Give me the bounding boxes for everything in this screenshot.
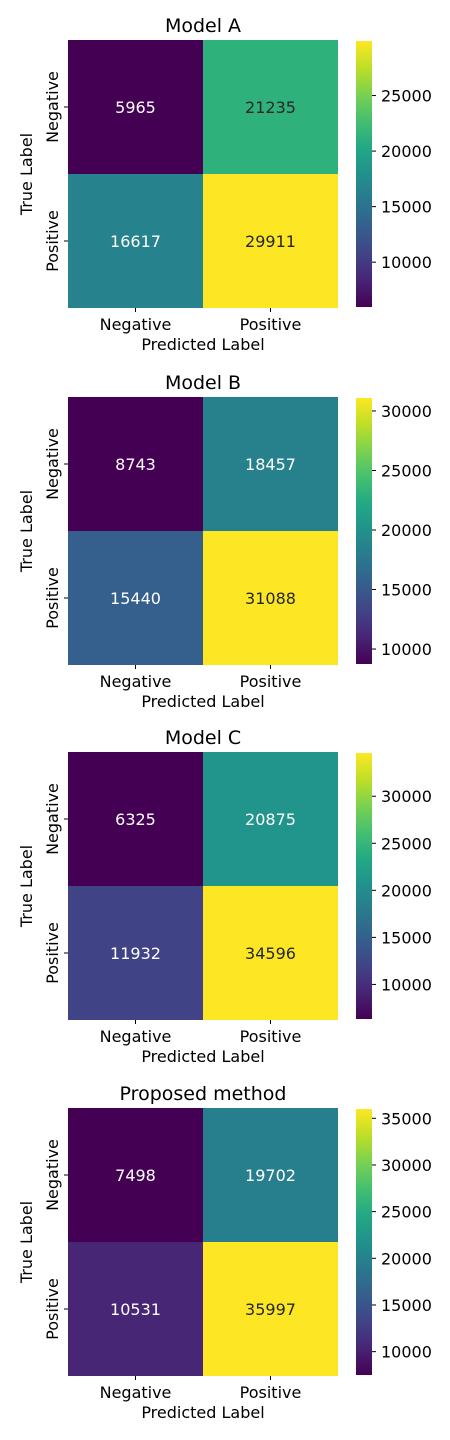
colorbar-tick-label-1: 15000 — [381, 581, 432, 600]
y-tick-label-1: Positive — [43, 210, 62, 272]
colorbar-tick-label-5: 35000 — [381, 1109, 432, 1128]
x-axis-label: Predicted Label — [141, 692, 264, 711]
heatmap-cell-1-0 — [68, 174, 203, 308]
heatmap-cell-1-0 — [68, 886, 203, 1020]
cell-value-label-1-0: 11932 — [110, 944, 161, 963]
heatmap-cell-0-0 — [68, 1108, 203, 1242]
x-tick-label-1: Positive — [240, 1383, 302, 1402]
y-tick-label-0: Negative — [43, 71, 62, 143]
y-axis-label: True Label — [17, 1201, 36, 1284]
y-tick-label-1: Positive — [43, 1278, 62, 1340]
colorbar-tick-label-2: 20000 — [381, 142, 432, 161]
colorbar-tick-label-0: 10000 — [381, 975, 432, 994]
cell-value-label-1-0: 15440 — [110, 589, 161, 608]
heatmap-cell-1-1 — [203, 886, 338, 1020]
cell-value-label-0-0: 8743 — [115, 455, 156, 474]
cell-value-label-1-1: 35997 — [245, 1300, 296, 1319]
cell-value-label-1-0: 16617 — [110, 232, 161, 251]
colorbar-tick-label-2: 20000 — [381, 881, 432, 900]
x-tick-label-0: Negative — [100, 672, 172, 691]
heatmap-cell-0-1 — [203, 1108, 338, 1242]
heatmap-cell-1-1 — [203, 174, 338, 308]
colorbar — [356, 753, 372, 1019]
cell-value-label-0-0: 7498 — [115, 1166, 156, 1185]
y-axis-label: True Label — [17, 845, 36, 928]
chart-title: Model A — [165, 15, 241, 37]
colorbar-tick-label-0: 10000 — [381, 253, 432, 272]
cell-value-label-1-0: 10531 — [110, 1300, 161, 1319]
colorbar-tick-label-0: 10000 — [381, 1343, 432, 1362]
colorbar-tick-label-4: 30000 — [381, 1156, 432, 1175]
y-axis-label: True Label — [17, 133, 36, 216]
heatmap-cell-0-1 — [203, 40, 338, 174]
x-tick-label-1: Positive — [240, 1027, 302, 1046]
cell-value-label-0-1: 20875 — [245, 810, 296, 829]
heatmap-cell-0-0 — [68, 40, 203, 174]
chart-title: Proposed method — [120, 1083, 287, 1105]
panel-1: Model B 8743 18457 15440 31088 Negative Positi… — [17, 372, 432, 711]
colorbar-tick-label-1: 15000 — [381, 198, 432, 217]
chart-title: Model C — [165, 727, 241, 749]
cell-value-label-0-1: 21235 — [245, 98, 296, 117]
colorbar-tick-label-4: 30000 — [381, 787, 432, 806]
colorbar-tick-label-2: 20000 — [381, 1249, 432, 1268]
y-tick-label-1: Positive — [43, 567, 62, 629]
colorbar-tick-label-3: 25000 — [381, 87, 432, 106]
colorbar — [356, 398, 372, 664]
heatmap-cell-1-1 — [203, 531, 338, 665]
chart-title: Model B — [165, 372, 241, 394]
colorbar-tick-label-1: 15000 — [381, 1296, 432, 1315]
cell-value-label-1-1: 29911 — [245, 232, 296, 251]
cell-value-label-0-1: 18457 — [245, 455, 296, 474]
heatmap-cell-0-0 — [68, 752, 203, 886]
heatmap-cell-1-1 — [203, 1242, 338, 1376]
x-axis-label: Predicted Label — [141, 1403, 264, 1422]
panel-3: Proposed method 7498 19702 10531 35997 Negati… — [17, 1083, 432, 1422]
y-tick-label-0: Negative — [43, 783, 62, 855]
colorbar-tick-label-0: 10000 — [381, 640, 432, 659]
colorbar-tick-label-4: 30000 — [381, 402, 432, 421]
colorbar — [356, 41, 372, 307]
heatmap-cell-0-1 — [203, 752, 338, 886]
x-tick-label-0: Negative — [100, 315, 172, 334]
x-tick-label-1: Positive — [240, 315, 302, 334]
cell-value-label-0-0: 6325 — [115, 810, 156, 829]
heatmap-cell-1-0 — [68, 531, 203, 665]
x-tick-label-1: Positive — [240, 672, 302, 691]
x-tick-label-0: Negative — [100, 1383, 172, 1402]
cell-value-label-1-1: 31088 — [245, 589, 296, 608]
panel-0: Model A 5965 21235 16617 29911 Negative Positi… — [17, 15, 432, 354]
colorbar-tick-label-2: 20000 — [381, 521, 432, 540]
y-tick-label-1: Positive — [43, 922, 62, 984]
colorbar-tick-label-3: 25000 — [381, 834, 432, 853]
heatmap-cell-0-0 — [68, 397, 203, 531]
colorbar — [356, 1109, 372, 1375]
panel-2: Model C 6325 20875 11932 34596 Negative Positi… — [17, 727, 432, 1066]
cell-value-label-0-1: 19702 — [245, 1166, 296, 1185]
x-axis-label: Predicted Label — [141, 1047, 264, 1066]
colorbar-tick-label-3: 25000 — [381, 461, 432, 480]
heatmap-cell-1-0 — [68, 1242, 203, 1376]
x-tick-label-0: Negative — [100, 1027, 172, 1046]
x-axis-label: Predicted Label — [141, 335, 264, 354]
y-tick-label-0: Negative — [43, 428, 62, 500]
heatmap-cell-0-1 — [203, 397, 338, 531]
cell-value-label-1-1: 34596 — [245, 944, 296, 963]
y-tick-label-0: Negative — [43, 1139, 62, 1211]
colorbar-tick-label-3: 25000 — [381, 1203, 432, 1222]
y-axis-label: True Label — [17, 490, 36, 573]
colorbar-tick-label-1: 15000 — [381, 928, 432, 947]
cell-value-label-0-0: 5965 — [115, 98, 156, 117]
